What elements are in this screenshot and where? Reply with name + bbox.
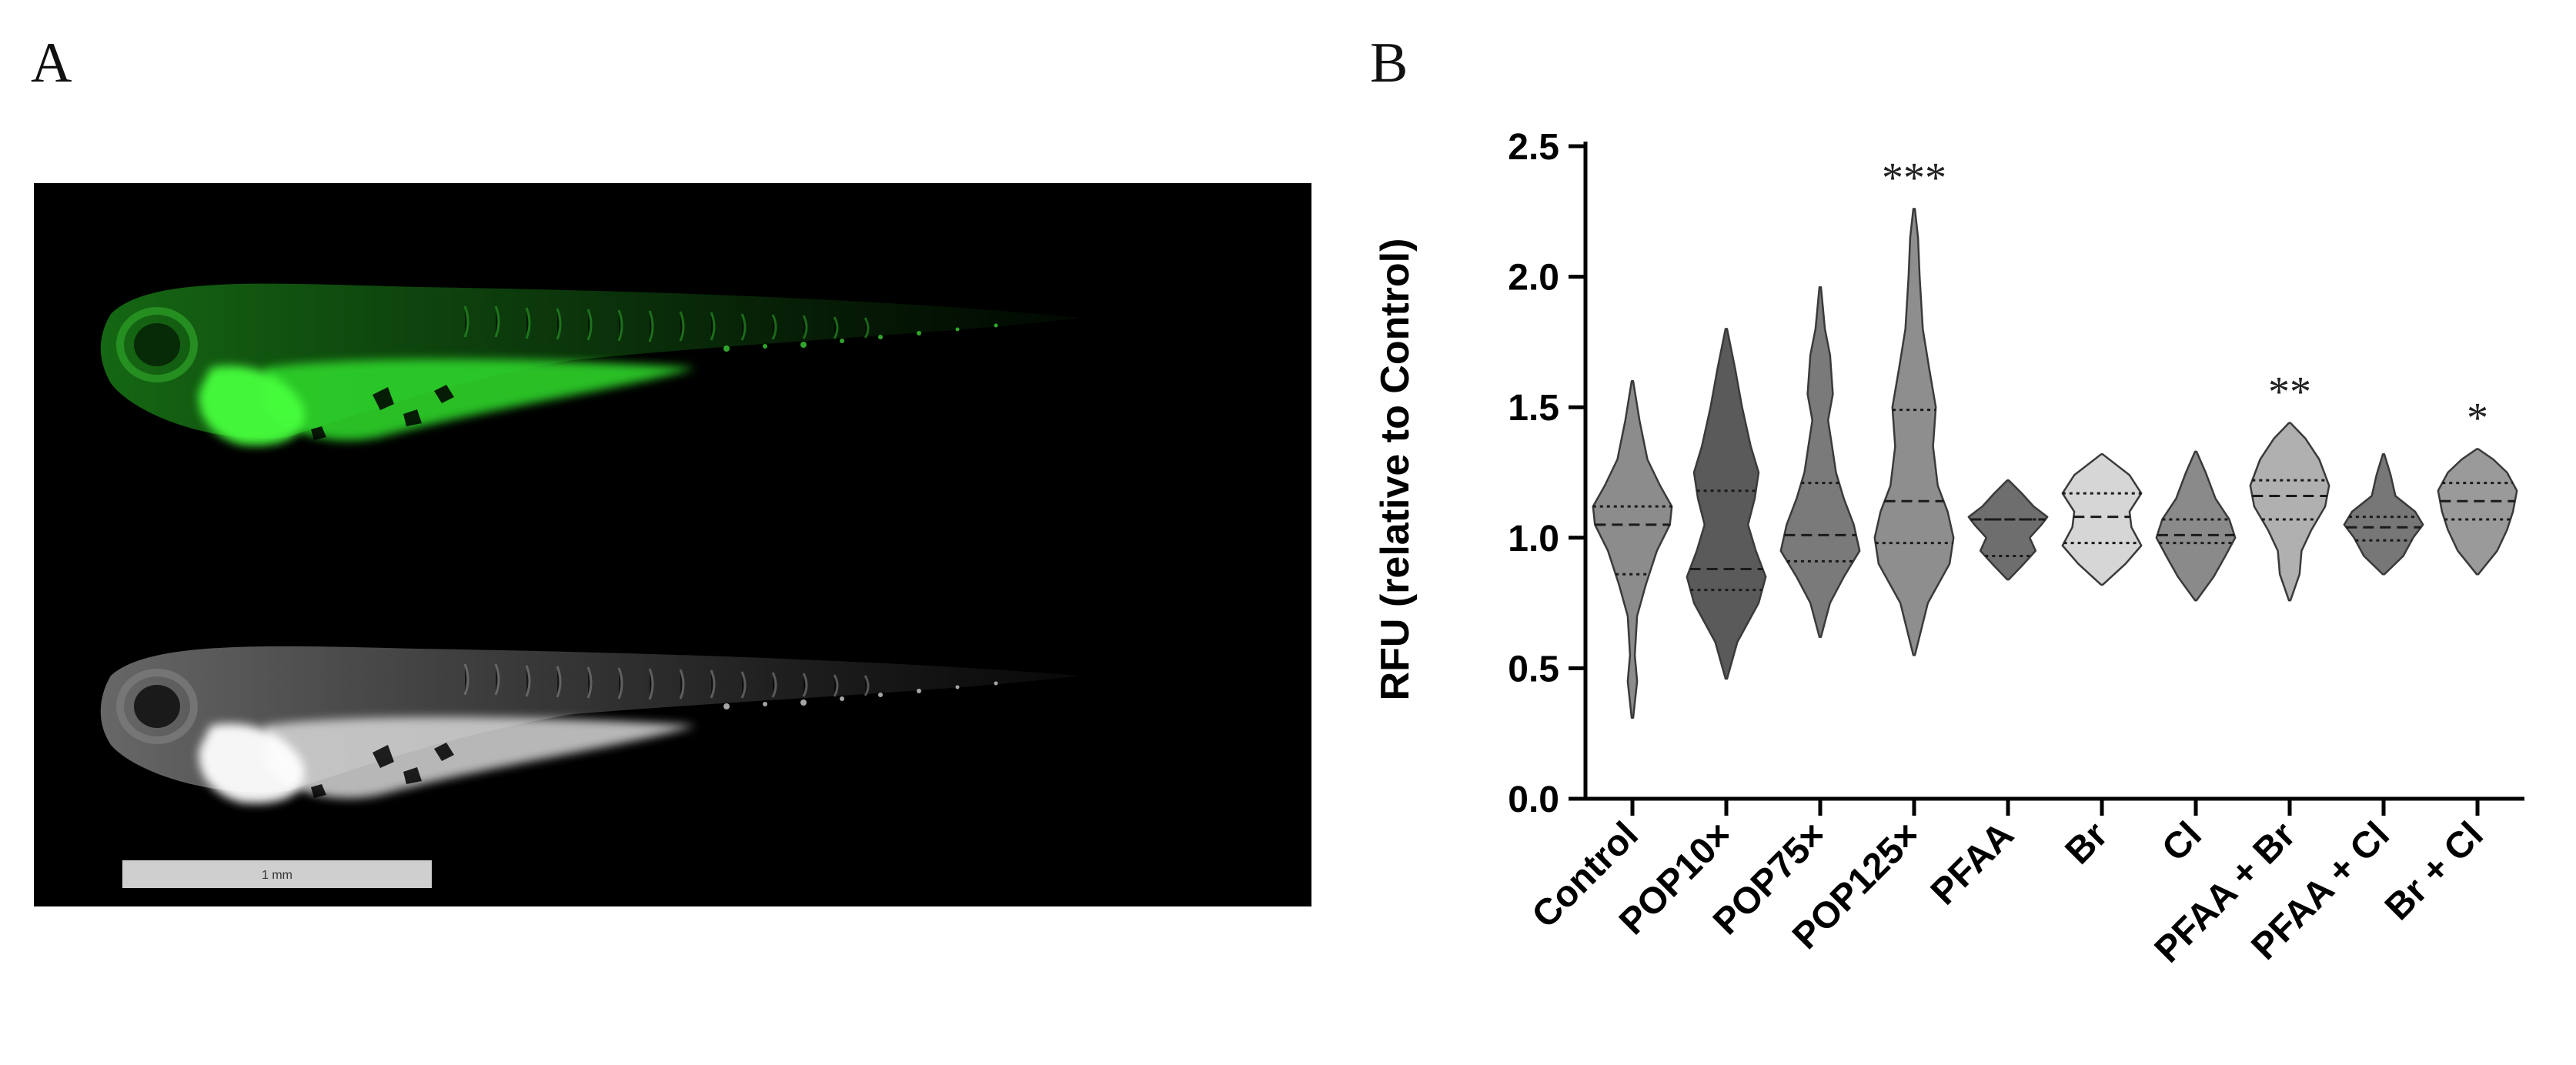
larva-grayscale xyxy=(100,646,1081,803)
micrograph-drawing: 1 mm xyxy=(100,283,1081,888)
panel-label-b: B xyxy=(1370,32,1408,95)
violin-3 xyxy=(1779,285,1861,638)
violin-4 xyxy=(1873,208,1955,656)
violin-9 xyxy=(2343,453,2424,576)
x-tick-label: Br + Cl xyxy=(2377,814,2491,928)
y-tick-label: 2.5 xyxy=(1508,127,1559,168)
violin-10 xyxy=(2437,448,2518,576)
violin-5 xyxy=(1967,479,2049,581)
violin-8 xyxy=(2249,422,2330,602)
violin-chart: RFU (relative to Control) 0.0 0.5 1.0 1.5 2.… xyxy=(1373,127,2524,970)
scale-bar: 1 mm xyxy=(122,860,432,888)
y-tick-label: 1.5 xyxy=(1508,388,1559,429)
larva-fluorescent xyxy=(100,283,1081,446)
violin-7 xyxy=(2155,450,2237,602)
violin-2 xyxy=(1686,328,1767,680)
panel-label-a: A xyxy=(31,32,72,95)
y-tick-label: 1.0 xyxy=(1508,519,1559,559)
significance-marker: *** xyxy=(1882,154,1946,202)
violin-6 xyxy=(2061,453,2143,586)
plot-area: 0.00.51.01.52.02.5ControlPOP10×POP75×***… xyxy=(1508,127,2524,970)
y-axis-title: RFU (relative to Control) xyxy=(1373,239,1418,701)
y-tick-label: 2.0 xyxy=(1508,258,1559,299)
y-tick-label: 0.0 xyxy=(1508,780,1559,820)
violin-1 xyxy=(1592,380,1673,719)
scale-bar-label: 1 mm xyxy=(262,869,292,882)
x-tick-label: Cl xyxy=(2154,814,2209,869)
x-tick-label: PFAA xyxy=(1923,814,2022,913)
x-tick-label: Br xyxy=(2058,814,2116,872)
significance-marker: ** xyxy=(2268,369,2311,416)
y-tick-label: 0.5 xyxy=(1508,649,1559,689)
significance-marker: * xyxy=(2467,394,2488,442)
zebrafish-micrograph: 1 mm xyxy=(34,183,1311,906)
scale-bar-rect xyxy=(122,860,432,888)
